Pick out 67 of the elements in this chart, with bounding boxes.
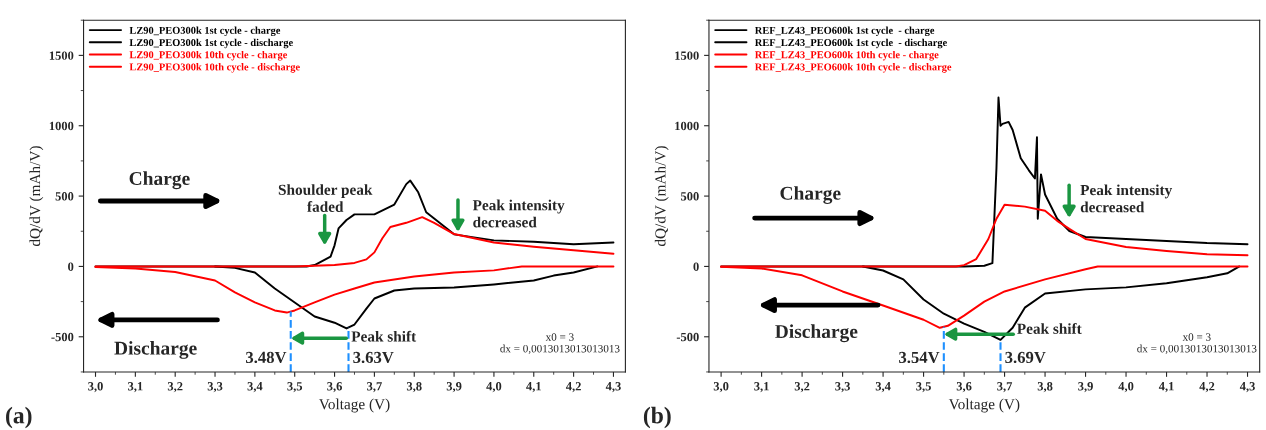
legend-label: LZ90_PEO300k 1st cycle - charge [129, 26, 281, 37]
x-tick-label: 3,4 [875, 382, 891, 393]
text: (b) [643, 406, 671, 429]
x-tick-label: 4,3 [1239, 382, 1255, 393]
legend-label: REF_LZ43_PEO600k 10th cycle - charge [754, 50, 939, 61]
x-tick-label: 3,9 [446, 382, 462, 393]
annotation: Peak intensity decreased [1080, 184, 1173, 213]
x-tick-label: 4,2 [565, 382, 581, 393]
y-tick-label: -500 [51, 332, 74, 342]
annotation: x0 = 3 dx = 0,0013013013013013 [500, 333, 620, 354]
x-tick-label: 4,1 [1158, 382, 1174, 393]
y-axis-title: dQ/dV (mAh/V) [29, 146, 44, 247]
x-tick-label: 3,1 [128, 382, 143, 393]
annotation: x0 = 3 dx = 0,0013013013013013 [1137, 333, 1257, 354]
x-tick-label: 3,8 [406, 382, 422, 393]
annotation: Charge [780, 186, 841, 204]
legend-label: REF_LZ43_PEO600k 1st cycle - charge [754, 26, 935, 37]
y-tick-label: 0 [693, 262, 699, 271]
legend-label: LZ90_PEO300k 10th cycle - discharge [129, 63, 300, 73]
legend-label: LZ90_PEO300k 1st cycle - discharge [129, 38, 293, 49]
legend-label: REF_LZ43_PEO600k 1st cycle - discharge [754, 38, 947, 49]
ref-line-label: 3.69V [1005, 351, 1046, 364]
x-tick-label: 3,6 [956, 382, 972, 393]
y-tick-label: 1500 [675, 51, 699, 60]
x-tick-label: 3,9 [1078, 382, 1093, 393]
y-tick-label: 1500 [49, 51, 74, 60]
x-tick-label: 3,8 [1037, 382, 1053, 393]
legend-label: LZ90_PEO300k 10th cycle - charge [129, 50, 288, 61]
x-axis-title: Voltage (V) [318, 398, 390, 413]
annotation: Peak intensity decreased [472, 199, 565, 228]
annotation: Peak shift [1017, 323, 1082, 334]
y-tick-label: 500 [55, 192, 74, 201]
x-tick-label: 3,2 [167, 382, 183, 393]
annotation: Charge [129, 171, 190, 190]
x-tick-label: 3,3 [207, 382, 223, 393]
x-axis-title: Voltage (V) [948, 398, 1020, 413]
x-tick-label: 3,0 [713, 382, 729, 393]
y-tick-label: -500 [676, 332, 699, 342]
x-tick-label: 3,5 [916, 382, 931, 393]
x-tick-label: 4,1 [526, 382, 541, 393]
x-tick-label: 3,7 [367, 382, 382, 393]
x-tick-label: 4,0 [1118, 382, 1134, 393]
x-tick-label: 3,6 [327, 382, 343, 393]
y-tick-label: 500 [680, 192, 699, 201]
annotation: Discharge [775, 324, 858, 343]
x-tick-label: 3,0 [88, 382, 103, 393]
x-tick-label: 3,2 [794, 382, 810, 393]
ref-line-label: 3.54V [899, 351, 940, 364]
x-tick-label: 4,3 [605, 382, 621, 393]
x-tick-label: 3,1 [754, 382, 769, 393]
x-tick-label: 3,7 [997, 382, 1013, 393]
legend-label: REF_LZ43_PEO600k 10th cycle - discharge [754, 63, 952, 73]
x-tick-label: 3,3 [835, 382, 850, 393]
x-tick-label: 3,4 [247, 382, 263, 393]
x-tick-label: 3,5 [287, 382, 303, 393]
x-tick-label: 4,0 [486, 382, 502, 393]
y-tick-label: 1000 [49, 121, 74, 131]
y-tick-label: 0 [68, 262, 74, 271]
text: (a) [6, 406, 32, 429]
ref-line-label: 3.48V [245, 351, 287, 364]
annotation: Shoulder peak faded [278, 184, 373, 212]
annotation: Discharge [114, 341, 197, 359]
y-tick-label: 1000 [675, 121, 699, 131]
y-axis-title: dQ/dV (mAh/V) [654, 146, 669, 247]
x-tick-label: 4,2 [1199, 382, 1215, 393]
ref-line-label: 3.63V [353, 351, 394, 364]
annotation: Peak shift [351, 330, 417, 342]
